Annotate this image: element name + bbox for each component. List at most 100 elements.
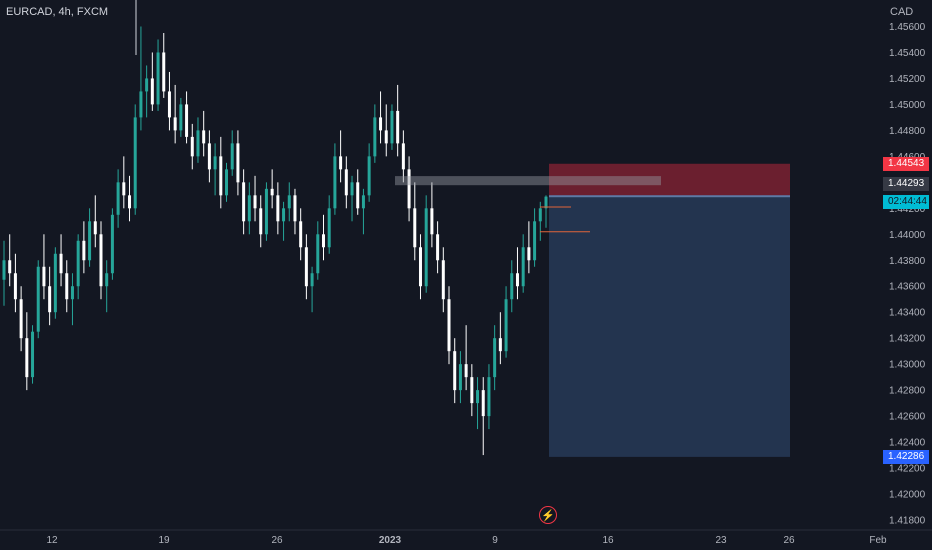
price-label: 1.42600: [889, 412, 926, 423]
candle-body: [53, 253, 57, 313]
candle-body: [31, 331, 35, 378]
price-label: 1.42200: [889, 464, 926, 475]
candle-body: [282, 208, 286, 222]
time-label: 26: [783, 535, 795, 546]
position-tool[interactable]: [549, 163, 790, 457]
candle-body: [48, 286, 52, 313]
candle-body: [162, 52, 166, 92]
candle-body: [179, 104, 183, 131]
stop-loss-price-tag: 1.44543: [883, 156, 929, 171]
candle-body: [276, 195, 280, 222]
candle-body: [19, 299, 23, 339]
price-label: 1.43800: [889, 256, 926, 267]
entry-line[interactable]: [549, 195, 790, 198]
candle-body: [458, 364, 462, 391]
candle-body: [213, 156, 217, 170]
currency-label: CAD: [890, 6, 914, 18]
candle-body: [70, 286, 74, 300]
candle-body: [527, 247, 531, 261]
time-label: 9: [492, 535, 498, 546]
candle-body: [88, 221, 92, 261]
candle-body: [173, 117, 177, 131]
candle-body: [13, 273, 17, 300]
candle-body: [236, 143, 240, 183]
time-label: 26: [271, 535, 283, 546]
price-label: 1.43000: [889, 360, 926, 371]
candle-body: [504, 299, 508, 352]
candle-body: [487, 377, 491, 417]
candle-body: [82, 240, 86, 261]
price-label: 1.45600: [889, 22, 926, 33]
candle-body: [156, 52, 160, 105]
candle-body: [190, 136, 194, 157]
candle-body: [361, 195, 365, 209]
time-axis[interactable]: [0, 530, 932, 550]
price-label: 1.42400: [889, 438, 926, 449]
candle-body: [321, 234, 325, 248]
candle-body: [384, 130, 388, 144]
price-label: 1.43200: [889, 334, 926, 345]
resistance-band[interactable]: [395, 176, 661, 186]
candles: [2, 26, 548, 456]
candle-body: [207, 143, 211, 170]
take-profit-price-tag: 1.42286: [883, 449, 929, 464]
candle-body: [247, 195, 251, 222]
price-label: 1.45200: [889, 74, 926, 85]
candle-body: [253, 195, 257, 209]
candle-body: [515, 273, 519, 287]
symbol-title: EURCAD, 4h, FXCM: [6, 6, 109, 18]
candle-body: [8, 260, 12, 274]
stop-loss-zone[interactable]: [549, 163, 790, 197]
candle-body: [339, 156, 343, 170]
candle-body: [259, 208, 263, 235]
candle-body: [544, 196, 548, 209]
candle-body: [36, 266, 40, 332]
candle-body: [93, 221, 97, 235]
candle-body: [418, 247, 422, 287]
bar-countdown-tag: 02:44:44: [883, 195, 929, 210]
candle-body: [59, 253, 63, 274]
candle-body: [270, 188, 274, 196]
candle-body: [122, 182, 126, 196]
time-label: 23: [715, 535, 727, 546]
candle-body: [441, 260, 445, 300]
price-axis[interactable]: [882, 0, 932, 530]
time-label: 2023: [379, 535, 402, 546]
candle-body: [407, 169, 411, 209]
candle-body: [105, 273, 109, 287]
current-price-tag: 1.44293: [883, 177, 929, 192]
candle-body: [310, 273, 314, 287]
price-label: 1.41800: [889, 516, 926, 527]
candle-body: [219, 156, 223, 196]
time-label: 16: [602, 535, 614, 546]
alert-clock-icon[interactable]: ⚡: [539, 506, 557, 524]
price-label: 1.42000: [889, 490, 926, 501]
time-label: 19: [158, 535, 170, 546]
price-label: 1.42800: [889, 386, 926, 397]
candle-body: [436, 234, 440, 261]
candle-body: [413, 208, 417, 248]
price-label: 1.44000: [889, 230, 926, 241]
candle-body: [133, 117, 137, 209]
candle-body: [287, 195, 291, 209]
candle-body: [65, 273, 69, 300]
candle-body: [344, 169, 348, 196]
candle-body: [424, 208, 428, 287]
candle-body: [316, 234, 320, 274]
candle-body: [327, 208, 331, 248]
candle-body: [304, 247, 308, 287]
candle-body: [533, 221, 537, 261]
candle-body: [42, 266, 46, 287]
price-label: 1.45000: [889, 100, 926, 111]
time-axis-labels: 12 19 26 2023 9 16 23 26 Feb: [46, 535, 887, 546]
candle-body: [196, 130, 200, 157]
candle-body: [470, 377, 474, 404]
candle-body: [299, 221, 303, 248]
candle-body: [99, 234, 103, 287]
candle-body: [264, 188, 268, 235]
candle-body: [356, 182, 360, 209]
take-profit-zone[interactable]: [549, 196, 790, 457]
candle-body: [110, 214, 114, 274]
candle-body: [230, 143, 234, 170]
